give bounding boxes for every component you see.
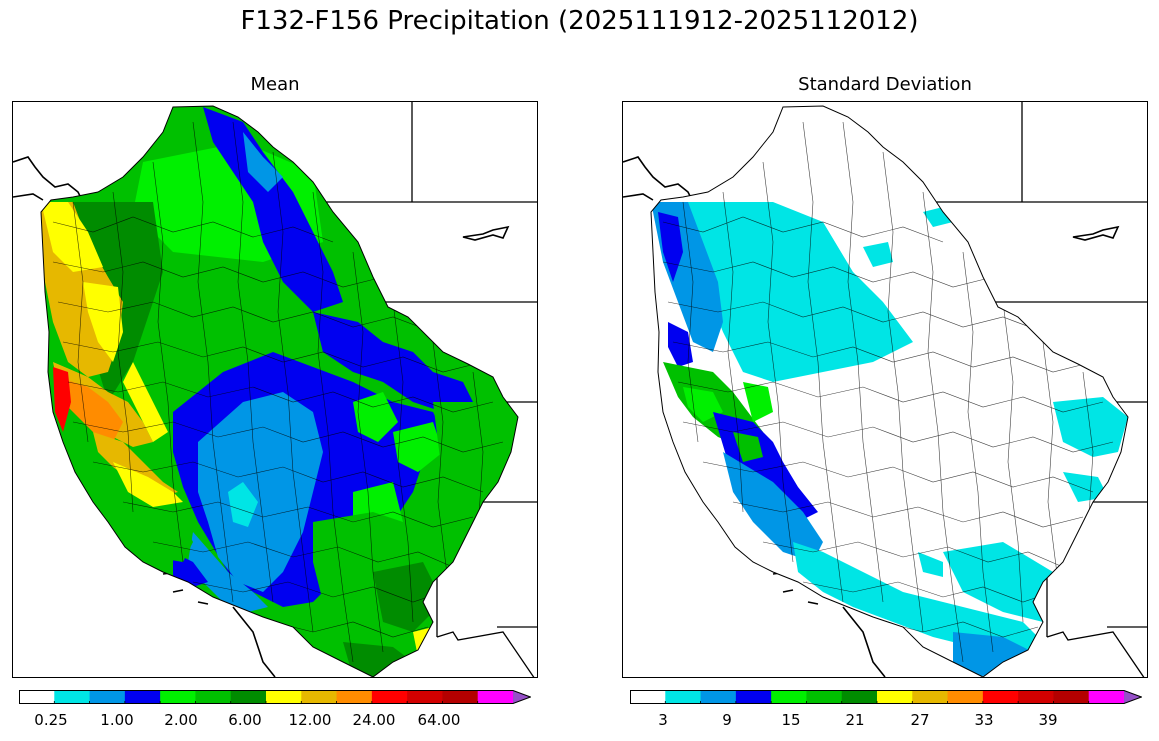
- colorbar-stddev: [630, 689, 1143, 704]
- colorbar-stddev-tick-4: 27: [910, 711, 930, 729]
- colorbar-stddev-tick-2: 15: [781, 711, 801, 729]
- colorbar-mean-tick-4: 12.00: [288, 711, 332, 729]
- colorbar-mean-swatch-3: [124, 690, 161, 704]
- colorbar-mean-swatch-11: [407, 690, 443, 704]
- panel-title-stddev: Standard Deviation: [798, 74, 972, 95]
- colorbar-mean-swatch-1: [54, 690, 91, 704]
- colorbar-stddev-extend-arrow: [1124, 690, 1142, 704]
- colorbar-stddev-outline: [630, 690, 1143, 704]
- colorbar-stddev-tick-5: 33: [974, 711, 994, 729]
- colorbar-stddev-swatch-8: [912, 690, 949, 704]
- basin-boundaries-mean: [52, 121, 504, 663]
- colorbar-stddev-tick-3: 21: [845, 711, 865, 729]
- colorbar-mean-swatch-5: [195, 690, 232, 704]
- colorbar-mean-outline: [19, 690, 532, 704]
- colorbar-stddev-swatch-2: [700, 690, 737, 704]
- colorbar-mean-swatch-7: [266, 690, 302, 704]
- region-outline-mean: [40, 105, 519, 677]
- colorbar-stddev-swatch-1: [665, 690, 702, 704]
- colorbar-stddev-swatch-7: [877, 690, 913, 704]
- colorbar-mean-tick-2: 2.00: [164, 711, 198, 729]
- colorbar-mean-extend-arrow: [513, 690, 531, 704]
- colorbar-stddev-swatches: [630, 690, 1143, 704]
- colorbar-mean-tick-5: 24.00: [352, 711, 396, 729]
- colorbar-mean-tick-0: 0.25: [34, 711, 68, 729]
- colorbar-stddev-tick-6: 39: [1038, 711, 1058, 729]
- colorbar-mean-swatch-10: [371, 690, 408, 704]
- colorbar-mean-tick-3: 6.00: [228, 711, 262, 729]
- figure-title: F132-F156 Precipitation (2025111912-2025…: [240, 6, 919, 36]
- colorbar-stddev-tick-1: 9: [722, 711, 732, 729]
- map-stddev-canvas: [623, 102, 1147, 677]
- colorbar-stddev-swatch-3: [735, 690, 772, 704]
- colorbar-mean-swatch-9: [336, 690, 373, 704]
- colorbar-mean-swatch-13: [477, 690, 514, 704]
- basin-boundaries-stddev: [662, 121, 1114, 663]
- colorbar-stddev-swatch-4: [771, 690, 807, 704]
- map-mean-canvas: [13, 102, 537, 677]
- colorbar-mean-swatch-2: [89, 690, 126, 704]
- colorbar-mean-swatch-6: [230, 690, 267, 704]
- colorbar-stddev-swatch-10: [982, 690, 1019, 704]
- colorbar-stddev-swatch-11: [1018, 690, 1054, 704]
- map-mean: [12, 101, 538, 678]
- colorbar-mean-swatch-8: [301, 690, 338, 704]
- colorbar-mean: [19, 689, 532, 704]
- precip-field-stddev: [651, 106, 1128, 677]
- colorbar-mean-swatch-4: [160, 690, 196, 704]
- precip-field-mean: [41, 106, 518, 677]
- colorbar-stddev-swatch-5: [806, 690, 843, 704]
- colorbar-stddev-swatch-9: [947, 690, 984, 704]
- region-outline-stddev: [650, 105, 1129, 677]
- map-stddev: [622, 101, 1148, 678]
- colorbar-mean-tick-1: 1.00: [100, 711, 134, 729]
- colorbar-mean-swatch-12: [442, 690, 479, 704]
- colorbar-stddev-tick-0: 3: [658, 711, 668, 729]
- colorbar-mean-swatches: [19, 690, 532, 704]
- colorbar-mean-swatch-0: [19, 690, 55, 704]
- panel-title-mean: Mean: [250, 74, 300, 95]
- colorbar-stddev-swatch-6: [841, 690, 878, 704]
- colorbar-stddev-swatch-0: [630, 690, 666, 704]
- colorbar-stddev-swatch-12: [1053, 690, 1090, 704]
- colorbar-stddev-swatch-13: [1088, 690, 1125, 704]
- colorbar-mean-tick-6: 64.00: [417, 711, 461, 729]
